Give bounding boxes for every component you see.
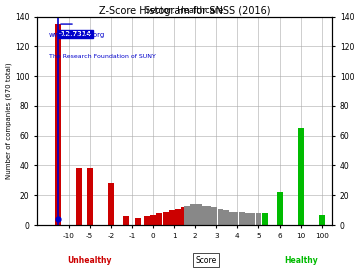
Bar [123,216,129,225]
Bar [262,213,268,225]
Bar [156,213,162,225]
Bar [87,168,93,225]
Bar [211,207,217,225]
Bar [181,207,186,225]
Bar [144,216,150,225]
Bar [276,192,283,225]
Bar [197,204,202,225]
Bar [108,183,114,225]
Text: www.textbiz.org: www.textbiz.org [49,32,105,38]
Bar [298,128,303,225]
Bar [76,168,82,225]
Text: The Research Foundation of SUNY: The Research Foundation of SUNY [49,54,156,59]
Text: -12.7314: -12.7314 [59,32,92,38]
Bar [232,212,238,225]
Text: Score: Score [195,255,216,265]
Bar [223,210,229,225]
Bar [202,206,208,225]
Title: Z-Score Histogram for SNSS (2016): Z-Score Histogram for SNSS (2016) [99,6,270,16]
Bar [244,213,250,225]
Bar [190,204,196,225]
Bar [169,210,175,225]
Bar [163,212,168,225]
Bar [184,206,190,225]
Text: Unhealthy: Unhealthy [67,255,112,265]
Bar [256,213,261,225]
Bar [217,209,224,225]
Bar [319,215,325,225]
Bar [175,209,181,225]
Bar [239,212,244,225]
Bar [150,215,156,225]
Bar [135,218,141,225]
Bar [249,213,255,225]
Bar [226,212,232,225]
Y-axis label: Number of companies (670 total): Number of companies (670 total) [5,63,12,179]
Text: Sector: Healthcare: Sector: Healthcare [145,6,224,15]
Bar [55,24,61,225]
Bar [205,206,211,225]
Text: Healthy: Healthy [284,255,318,265]
